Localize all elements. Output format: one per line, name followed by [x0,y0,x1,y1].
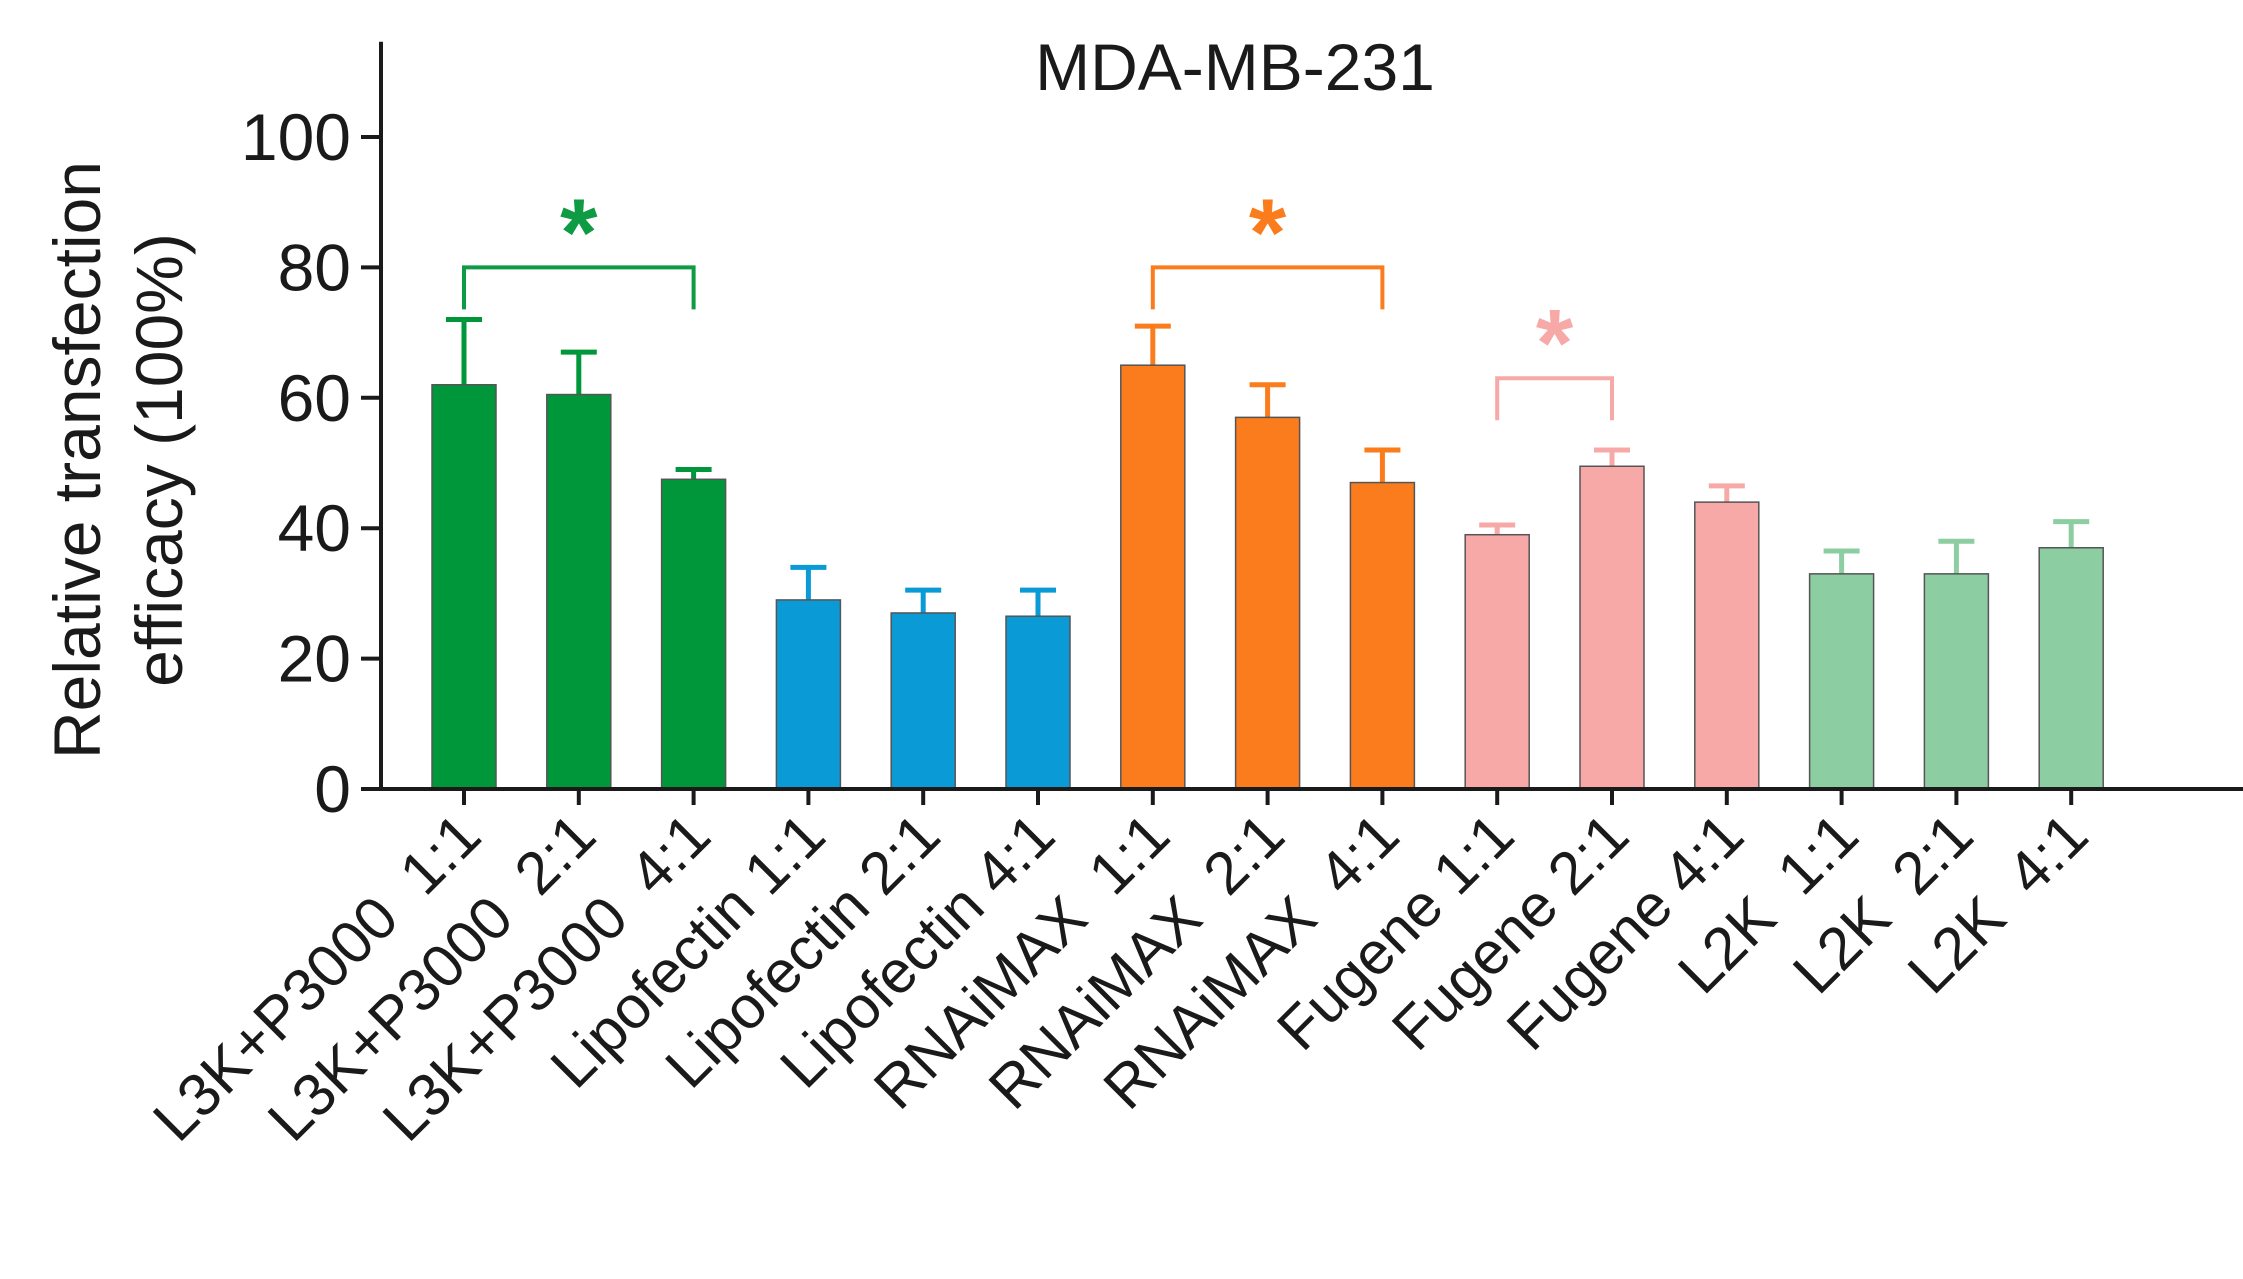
y-tick-label: 80 [278,230,351,304]
y-tick-label: 100 [241,100,351,174]
significance-bracket [462,265,696,310]
y-axis-title-line-2: efficacy (100%) [122,233,196,687]
bar [1464,533,1530,790]
bar [890,612,956,790]
significance-star: * [1249,179,1287,286]
y-axis-title: Relative transfection efficacy (100%) [40,161,196,759]
bar [1234,416,1301,790]
y-tick-label: 0 [314,752,351,826]
bar [1579,465,1645,790]
y-ticks: 0 20 40 60 80 100 [241,100,381,826]
bar [1808,573,1875,790]
bar [1694,501,1760,790]
axes [379,41,2243,791]
significance-bracket [1495,376,1614,421]
y-tick-label: 40 [278,491,351,565]
bar [2038,547,2104,790]
bar [1005,615,1071,790]
bar [546,393,612,790]
significance-annotations: * * * [462,179,1614,421]
significance-bracket [1150,265,1385,310]
y-tick-label: 60 [278,361,351,435]
bar [431,384,497,790]
y-axis-title-line-1: Relative transfection [40,161,114,759]
bar [1923,573,1990,790]
significance-star: * [560,179,598,286]
significance-star: * [1536,290,1574,397]
bar [660,478,727,790]
bar [1120,364,1186,790]
bar [775,599,842,790]
chart-title: MDA-MB-231 [1035,30,1435,104]
y-tick-label: 20 [278,622,351,696]
bars [431,317,2104,790]
bar [1349,481,1416,790]
